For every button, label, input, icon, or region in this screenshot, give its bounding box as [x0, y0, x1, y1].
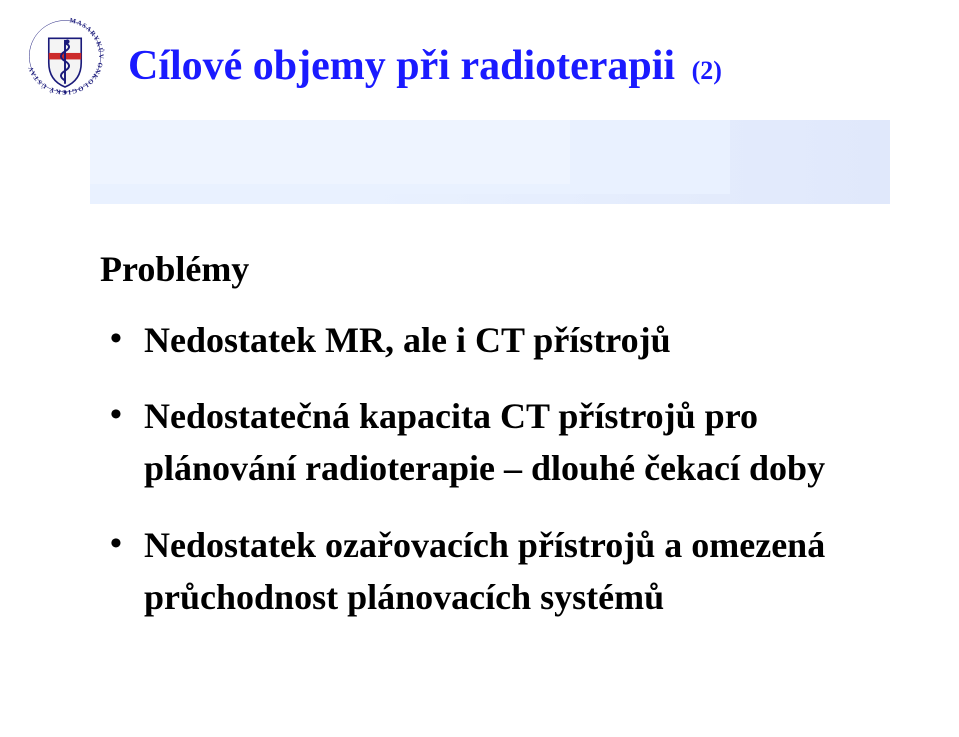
decorative-band [90, 120, 890, 204]
slide-title: Cílové objemy při radioterapii (2) [128, 42, 722, 90]
bullet-list: Nedostatek MR, ale i CT přístrojů Nedost… [100, 314, 899, 623]
slide: MASARYKŮV ONKOLOGICKÝ ÚSTAV ✦ Cílové obj… [0, 0, 959, 737]
title-subscript: (2) [692, 56, 722, 85]
band-layer-3 [90, 120, 570, 184]
title-main: Cílové objemy při radioterapii [128, 43, 675, 89]
list-item: Nedostatek MR, ale i CT přístrojů [100, 314, 899, 366]
list-item: Nedostatek ozařovacích přístrojů a omeze… [100, 519, 899, 623]
section-heading: Problémy [100, 248, 899, 290]
slide-body: Problémy Nedostatek MR, ale i CT přístro… [100, 248, 899, 647]
institute-logo: MASARYKŮV ONKOLOGICKÝ ÚSTAV ✦ [24, 14, 106, 100]
list-item: Nedostatečná kapacita CT přístrojů pro p… [100, 390, 899, 494]
svg-text:✦: ✦ [62, 88, 69, 97]
